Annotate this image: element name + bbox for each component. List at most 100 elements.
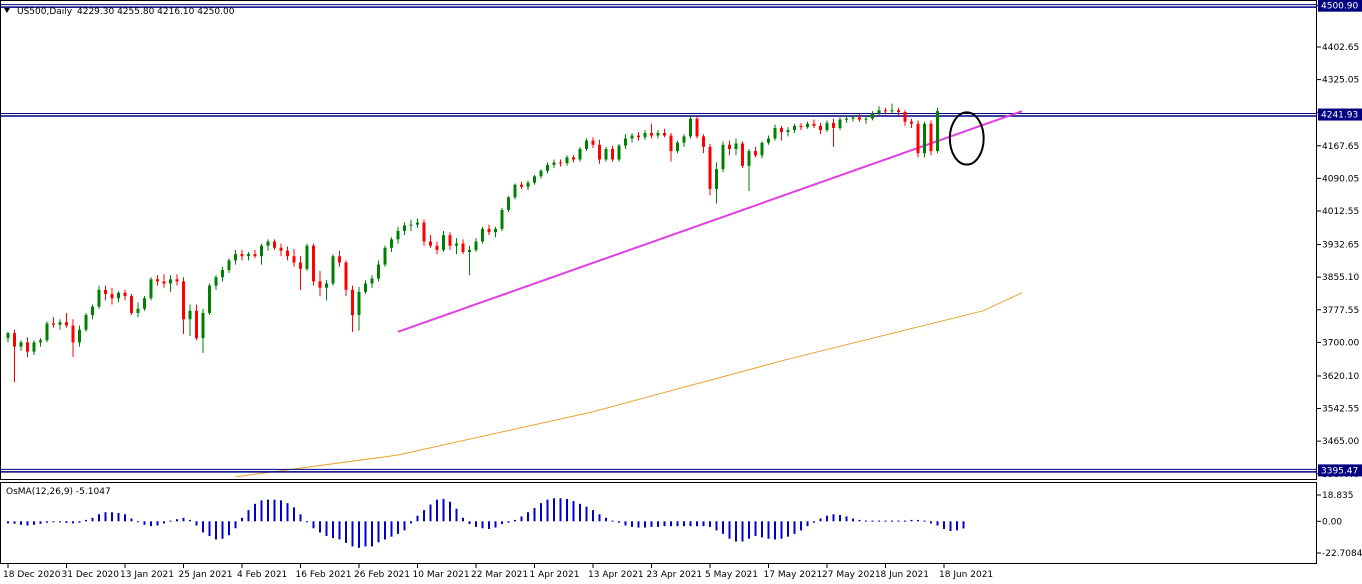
candle <box>357 286 361 331</box>
candle <box>845 115 848 123</box>
osma-bar <box>351 521 354 547</box>
candle-body <box>923 123 926 154</box>
candle-body <box>552 162 556 165</box>
ohlc-label: 4229.30 4255.80 4216.10 4250.00 <box>77 7 235 17</box>
candle-body <box>910 121 913 124</box>
osma-bar <box>202 521 204 533</box>
time-tick-label: 22 Mar 2021 <box>471 570 528 580</box>
candle-body <box>721 144 725 170</box>
candle <box>149 277 153 301</box>
candle-body <box>559 162 562 164</box>
price-tick-label: 4167.65 <box>1322 142 1359 152</box>
candle <box>689 116 692 139</box>
candle-body <box>344 262 348 290</box>
time-tick-label: 27 May 2021 <box>822 570 881 580</box>
candle <box>734 138 738 156</box>
candle <box>799 122 803 131</box>
candle <box>806 121 809 129</box>
osma-bar <box>923 520 926 522</box>
candle-body <box>500 209 504 229</box>
osma-bar <box>91 517 94 522</box>
candle-body <box>539 170 543 177</box>
osma-bar <box>546 499 549 522</box>
candle <box>481 226 484 244</box>
candle <box>266 239 270 251</box>
osma-bar <box>46 521 48 523</box>
candle <box>39 338 42 347</box>
osma-bar <box>20 521 22 525</box>
candle-body <box>390 239 393 248</box>
osma-bar <box>416 515 419 522</box>
candle <box>617 143 621 162</box>
candle-body <box>897 110 900 112</box>
osma-bar <box>286 503 289 522</box>
candle <box>65 312 68 328</box>
candle-body <box>461 243 465 252</box>
candle <box>273 239 276 250</box>
time-tick-label: 8 Jun 2021 <box>881 570 929 580</box>
candle-body <box>468 249 471 252</box>
osma-bar <box>455 508 458 522</box>
price-axis: 4500.904402.654325.054247.454167.654090.… <box>1317 0 1362 480</box>
price-tick-label: 4402.65 <box>1322 43 1359 53</box>
osma-bar <box>319 521 321 533</box>
osma-bar <box>163 521 165 524</box>
candle <box>910 118 913 128</box>
candle <box>6 331 10 343</box>
candle <box>747 148 751 192</box>
candle <box>715 162 718 204</box>
osma-bar <box>579 503 581 522</box>
candle-body <box>520 184 523 187</box>
osma-bar <box>59 521 61 523</box>
candle-body <box>481 228 484 242</box>
candle-body <box>221 270 224 278</box>
candle <box>507 196 510 213</box>
osma-bar <box>832 514 835 522</box>
price-tick-label: 3777.55 <box>1322 306 1359 316</box>
candle <box>611 145 614 162</box>
osma-bar <box>813 521 815 523</box>
candle-body <box>409 224 413 226</box>
osma-bar <box>390 521 393 537</box>
candle-body <box>604 148 608 160</box>
osma-bar <box>384 521 386 540</box>
time-tick-label: 13 Jan 2021 <box>120 570 174 580</box>
candle <box>442 230 445 252</box>
candle-body <box>845 118 848 120</box>
osma-bar <box>98 514 100 522</box>
osma-bar <box>930 521 932 524</box>
osma-bar <box>293 507 295 522</box>
candle-body <box>572 157 575 160</box>
osma-bar <box>423 510 425 522</box>
candle-body <box>793 125 796 131</box>
osma-bar <box>306 521 308 523</box>
candle <box>923 121 926 158</box>
osma-axis: 18.835 0.00 -22.7084 <box>1317 491 1362 559</box>
candle-body <box>799 125 803 128</box>
osma-tick-label: 0.00 <box>1322 517 1342 527</box>
price-tick-label: 3932.65 <box>1322 241 1359 251</box>
candle-body <box>754 151 757 156</box>
osma-bar <box>143 521 146 525</box>
candle <box>604 146 608 162</box>
candle-body <box>201 312 205 339</box>
osma-bar <box>189 519 191 522</box>
candle-body <box>474 241 478 250</box>
candle <box>598 139 601 164</box>
candle <box>292 249 296 267</box>
candle <box>669 133 673 162</box>
osma-bar <box>637 521 640 528</box>
collapse-triangle-icon[interactable] <box>4 8 10 13</box>
osma-bar <box>247 510 250 522</box>
candle-body <box>487 228 491 233</box>
candle <box>643 130 647 140</box>
candle-body <box>455 243 458 246</box>
candle <box>877 106 881 116</box>
candle-body <box>182 281 185 320</box>
candle <box>169 275 172 292</box>
candle <box>97 285 101 309</box>
candle <box>650 123 653 139</box>
candle <box>526 180 530 191</box>
osma-bar <box>676 521 679 527</box>
osma-bar <box>956 521 958 531</box>
